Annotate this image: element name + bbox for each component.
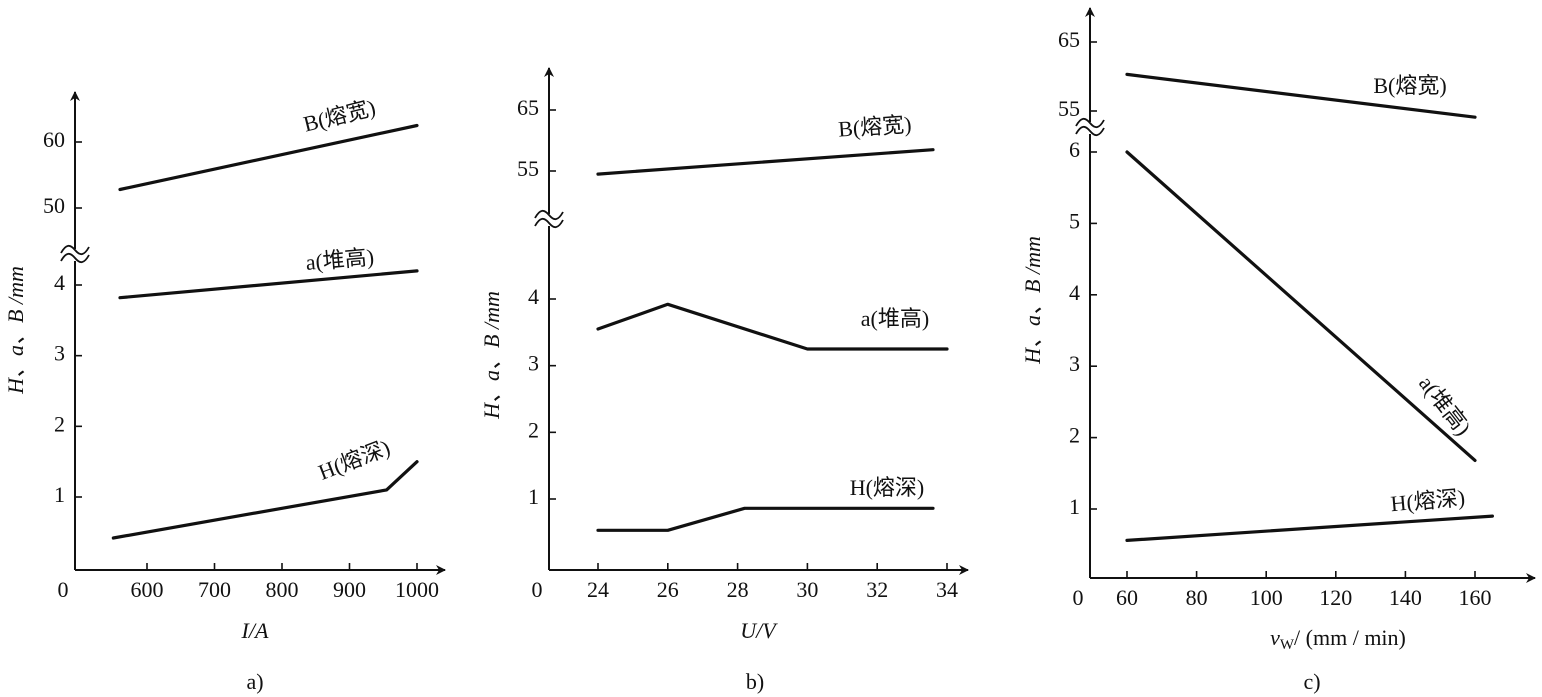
series-label: H(熔深): [850, 475, 925, 500]
series-label: H(熔深): [1390, 485, 1466, 516]
series-line: [596, 148, 935, 176]
y-tick-label: 65: [517, 95, 539, 120]
axis-break-mark: [1075, 117, 1105, 129]
y-axis-title: H、a、B /mm: [1020, 236, 1045, 365]
axis-break-gap: [72, 249, 78, 261]
x-tick-label: 140: [1389, 585, 1422, 610]
y-tick-label: 3: [54, 341, 65, 366]
y-tick-label: 65: [1058, 27, 1080, 52]
series-label: B(熔宽): [301, 95, 378, 137]
y-tick-label: 60: [43, 127, 65, 152]
y-tick-label: 4: [54, 270, 65, 295]
series-label: a(堆高): [1414, 371, 1476, 440]
x-axis-title: vW/ (mm / min): [1270, 625, 1406, 653]
x-tick-label: 100: [1250, 585, 1283, 610]
axis-break-mark: [1075, 125, 1105, 137]
x-tick-label: 34: [936, 577, 958, 602]
y-tick-label: 6: [1069, 137, 1080, 162]
x-tick-label: 80: [1186, 585, 1208, 610]
series-line: [111, 460, 419, 540]
y-tick-label: 3: [1069, 351, 1080, 376]
x-tick-label: 30: [796, 577, 818, 602]
panel-label: a): [246, 669, 263, 694]
series-label: B(熔宽): [1373, 73, 1446, 98]
x-tick-label: 32: [866, 577, 888, 602]
y-axis-title: H、a、B /mm: [479, 291, 504, 420]
origin-label: 0: [1073, 585, 1084, 610]
x-tick-label: 800: [266, 577, 299, 602]
series-line: [1125, 150, 1477, 462]
y-tick-label: 50: [43, 193, 65, 218]
y-tick-label: 2: [1069, 423, 1080, 448]
y-tick-label: 55: [1058, 96, 1080, 121]
y-tick-label: 1: [54, 482, 65, 507]
x-tick-label: 700: [198, 577, 231, 602]
axis-break-gap: [546, 214, 552, 226]
chart-panel-3: 0 60 80 100 120 140 160 1 2 3 4 5 6 55 65 B(熔宽) a(堆高) H(熔…: [1020, 7, 1536, 694]
y-tick-label: 5: [1069, 208, 1080, 233]
axis-break-mark: [534, 209, 564, 221]
panel-label: b): [746, 669, 764, 694]
origin-label: 0: [58, 577, 69, 602]
y-tick-label: 1: [1069, 494, 1080, 519]
x-axis-title-subscript: W: [1280, 637, 1295, 653]
panel-label: c): [1303, 669, 1320, 694]
x-tick-label: 900: [333, 577, 366, 602]
series-line: [596, 302, 949, 351]
axis-break-gap: [1087, 122, 1093, 134]
x-axis-title: I/A: [241, 618, 269, 643]
axis-break-mark: [60, 252, 90, 264]
y-tick-label: 1: [528, 484, 539, 509]
y-tick-label: 4: [1069, 280, 1080, 305]
chart-panels: 0 600 700 800 900 100012345060B(熔宽)a(堆高)H(熔深)…: [3, 7, 1536, 694]
x-tick-label: 1000: [395, 577, 439, 602]
x-axis-title: U/V: [740, 618, 778, 643]
x-axis-title-unit: / (mm / min): [1294, 625, 1406, 650]
series-label: a(堆高): [861, 306, 929, 331]
x-tick-label: 26: [657, 577, 679, 602]
axis-break-mark: [60, 244, 90, 256]
series-label: a(堆高): [305, 244, 375, 275]
series-label: H(熔深): [315, 435, 394, 485]
x-tick-label: 28: [727, 577, 749, 602]
series-line: [118, 269, 419, 300]
series-line: [118, 123, 419, 192]
chart-panel-2: 0 24 26 28 30 32 3412345565B(熔宽)a(堆高)H(熔深)H、a、…: [479, 67, 969, 694]
x-tick-label: 600: [131, 577, 164, 602]
x-tick-label: 120: [1319, 585, 1352, 610]
y-tick-label: 2: [528, 417, 539, 442]
origin-label: 0: [532, 577, 543, 602]
series-line: [1125, 72, 1477, 119]
y-axis-title: H、a、B /mm: [3, 266, 28, 395]
y-tick-label: 3: [528, 351, 539, 376]
y-tick-label: 4: [528, 284, 539, 309]
series-line: [1125, 514, 1495, 543]
chart-panel-1: 0 600 700 800 900 1000 1 2 3 4 50 60 B(熔宽) a(堆高) H(熔深)…: [3, 91, 446, 694]
x-tick-label: 24: [587, 577, 609, 602]
series-label: B(熔宽): [837, 112, 912, 142]
x-tick-label: 160: [1459, 585, 1492, 610]
x-tick-label: 60: [1116, 585, 1138, 610]
series-line: [596, 506, 935, 532]
y-tick-label: 55: [517, 156, 539, 181]
axis-break-mark: [534, 217, 564, 229]
x-axis-title-symbol: v: [1270, 625, 1280, 650]
y-tick-label: 2: [54, 411, 65, 436]
